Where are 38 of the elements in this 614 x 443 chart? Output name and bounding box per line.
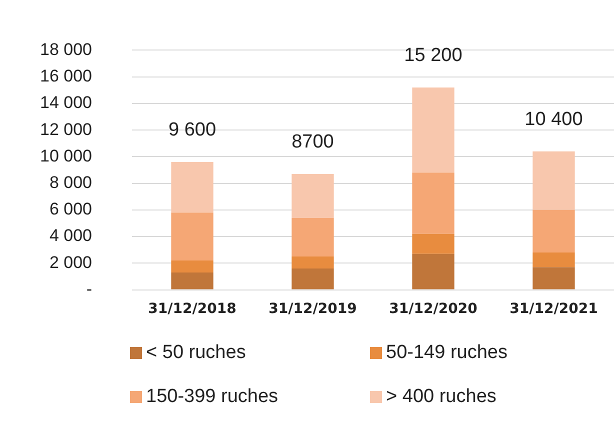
y-tick-label: 12 000 [40, 120, 92, 139]
legend-label: 150-399 ruches [146, 386, 278, 408]
bar [171, 272, 214, 290]
y-tick-label: - [86, 279, 92, 298]
bar [292, 256, 334, 268]
total-label: 8700 [292, 132, 334, 153]
y-tick-label: 14 000 [40, 93, 92, 112]
bar [412, 234, 454, 254]
bar [532, 210, 575, 253]
y-tick-label: 18 000 [40, 40, 92, 59]
y-tick-label: 10 000 [40, 146, 92, 166]
bar [171, 212, 214, 261]
bar [412, 254, 454, 290]
bar [412, 87, 454, 173]
total-label: 9 600 [168, 120, 216, 141]
bar [412, 172, 454, 234]
x-tick-label: 31/12/2021 [510, 300, 598, 317]
y-tick-label: 8 000 [49, 173, 92, 192]
bar [171, 260, 214, 272]
x-tick-label: 31/12/2018 [148, 300, 236, 317]
bar [532, 151, 575, 210]
y-tick-label: 6 000 [49, 200, 92, 219]
bar [532, 267, 575, 290]
y-tick-label: 2 000 [49, 252, 92, 272]
legend-label: > 400 ruches [386, 386, 496, 408]
bar [532, 252, 575, 268]
y-tick-label: 4 000 [49, 226, 92, 246]
x-tick-label: 31/12/2020 [389, 300, 478, 317]
legend-label: < 50 ruches [146, 342, 246, 364]
total-label: 10 400 [524, 109, 583, 130]
bar [171, 162, 214, 213]
bar [292, 218, 334, 257]
total-label: 15 200 [404, 45, 462, 66]
legend-label: 50-149 ruches [386, 342, 508, 364]
y-tick-label: 16 000 [40, 66, 92, 86]
x-tick-label: 31/12/2019 [268, 300, 357, 317]
bar [292, 174, 334, 218]
bar [292, 268, 334, 290]
